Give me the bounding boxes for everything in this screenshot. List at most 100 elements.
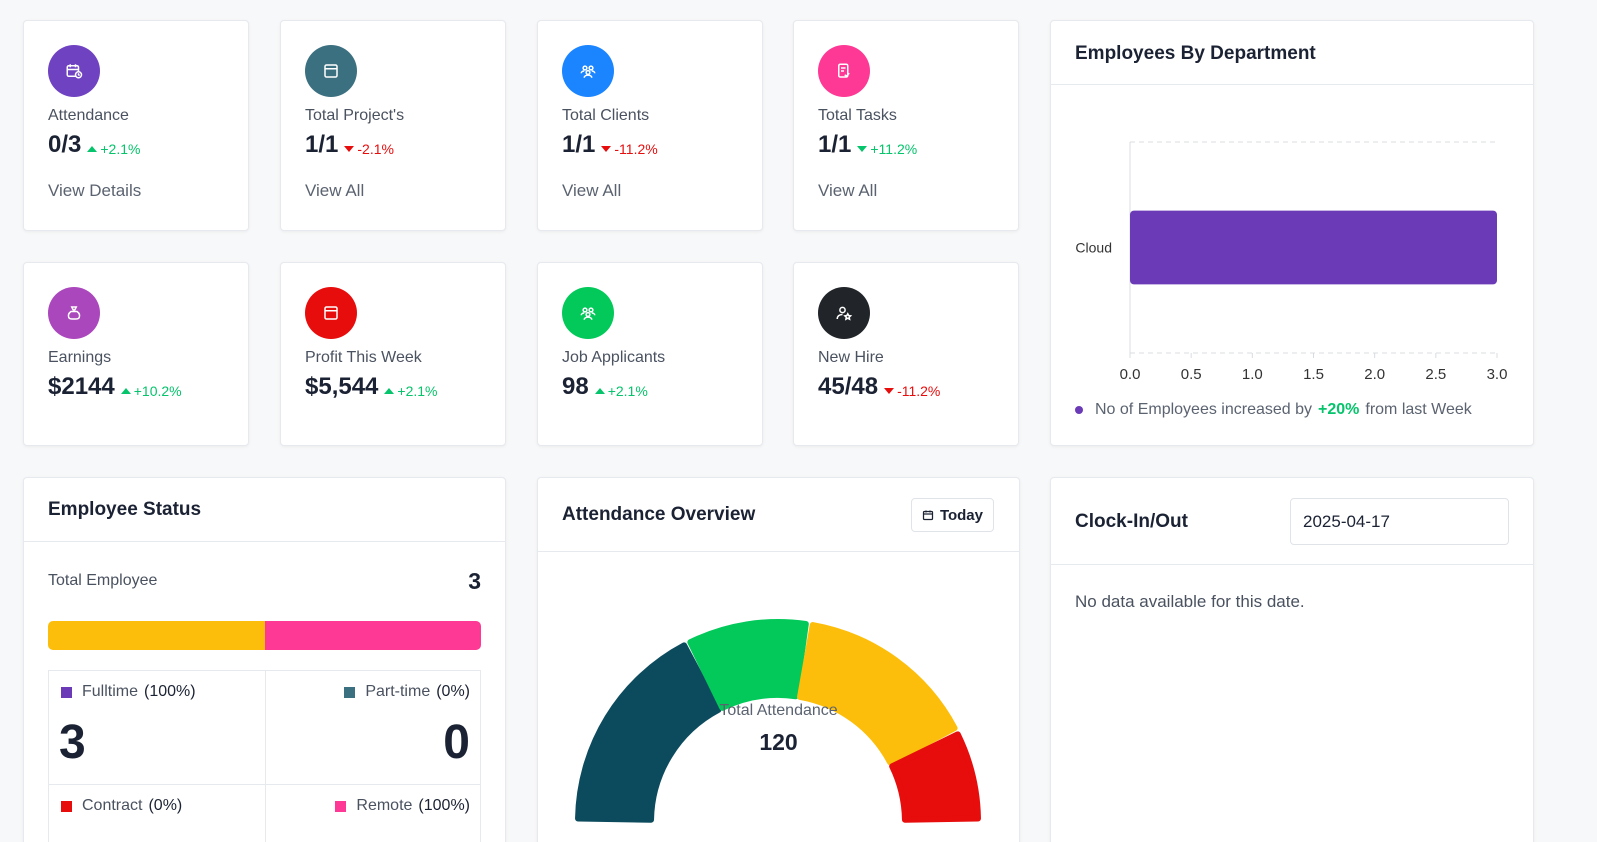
stat-label: Attendance	[48, 107, 129, 124]
window-icon	[305, 45, 357, 97]
tick-label: 2.5	[1425, 366, 1446, 383]
trend-down-icon	[344, 146, 355, 152]
stat-card-earnings: Earnings $2144 +10.2%	[23, 262, 249, 446]
stat-value: 1/1 -11.2%	[562, 131, 658, 158]
gauge-segment	[889, 731, 981, 823]
stat-change: +11.2%	[857, 141, 917, 157]
divider	[1051, 564, 1533, 565]
tick-label: 0.5	[1181, 366, 1202, 383]
stat-card-new-hire: New Hire 45/48 -11.2%	[793, 262, 1019, 446]
tick-label: 0.0	[1120, 366, 1141, 383]
attendance-overview-card: Attendance Overview Today Total Attendan…	[537, 477, 1020, 842]
money-bag-icon	[48, 287, 100, 339]
date-range-button[interactable]: Today	[910, 498, 994, 532]
employee-status-card: Employee Status Total Employee 3 Fulltim…	[23, 477, 506, 842]
panel-title: Employee Status	[48, 499, 202, 520]
department-bar-chart: Cloud 0.0 0.5 1.0 1.5 2.0 2.5 3.0	[1075, 141, 1508, 383]
stat-card-clients: Total Clients 1/1 -11.2% View All	[537, 20, 763, 231]
trend-up-icon	[594, 388, 605, 394]
legend-square-icon	[61, 800, 72, 812]
trend-down-icon	[884, 388, 895, 394]
stat-change: -2.1%	[344, 141, 394, 157]
gauge-segment	[797, 622, 958, 766]
employees-by-department-card: Employees By Department Cloud 0.0 0.5 1.0 1.…	[1050, 20, 1534, 446]
divider	[265, 671, 266, 842]
stat-card-profit: Profit This Week $5,544 +2.1%	[280, 262, 506, 446]
stat-value: 98 +2.1%	[562, 373, 648, 400]
total-employee-label: Total Employee	[48, 572, 158, 589]
stat-change: -11.2%	[884, 383, 940, 399]
category-label: Cloud	[1075, 240, 1112, 256]
stat-value: $5,544 +2.1%	[305, 373, 438, 400]
stat-label: Earnings	[48, 349, 112, 366]
employee-type-grid: Fulltime (100%) 3 Part-time (0%) 0 Contrac…	[48, 670, 481, 842]
gauge-segment	[687, 619, 809, 711]
stat-label: Total Tasks	[818, 107, 897, 124]
trend-up-icon	[120, 388, 131, 394]
clock-in-out-card: Clock-In/Out No data available for this …	[1050, 477, 1534, 842]
type-fulltime: Fulltime (100%)	[61, 683, 196, 701]
divider	[538, 551, 1019, 552]
stat-label: Job Applicants	[562, 349, 666, 366]
stat-label: Total Project's	[305, 107, 405, 124]
stat-change: +10.2%	[120, 383, 182, 399]
user-star-icon	[818, 287, 870, 339]
tick-label: 1.5	[1303, 366, 1324, 383]
users-group-icon	[562, 287, 614, 339]
stat-label: Total Clients	[562, 107, 650, 124]
stat-change: +2.1%	[594, 383, 648, 399]
date-input[interactable]	[1290, 498, 1509, 545]
view-all-link[interactable]: View All	[818, 181, 878, 200]
stat-value: $2144 +10.2%	[48, 373, 182, 400]
empty-state-text: No data available for this date.	[1075, 592, 1305, 611]
view-all-link[interactable]: View All	[562, 181, 622, 200]
stat-value: 1/1 +11.2%	[818, 131, 918, 158]
legend-dot-icon	[1075, 406, 1083, 414]
stat-card-applicants: Job Applicants 98 +2.1%	[537, 262, 763, 446]
stat-value: 0/3 +2.1%	[48, 131, 141, 158]
panel-title: Employees By Department	[1075, 43, 1316, 64]
stat-value: 45/48 -11.2%	[818, 373, 941, 400]
type-parttime-value: 0	[443, 716, 470, 769]
view-details-link[interactable]: View Details	[48, 181, 142, 200]
stat-card-attendance: Attendance 0/3 +2.1% View Details	[23, 20, 249, 231]
attendance-gauge-chart	[575, 619, 981, 823]
type-contract: Contract (0%)	[61, 797, 182, 815]
stat-change: -11.2%	[601, 141, 658, 157]
status-bar-segment	[264, 621, 481, 650]
type-fulltime-value: 3	[59, 716, 86, 769]
divider	[1051, 84, 1533, 85]
stat-change: +2.1%	[87, 141, 140, 157]
stat-card-projects: Total Project's 1/1 -2.1% View All	[280, 20, 506, 231]
tick-label: 2.0	[1364, 366, 1385, 383]
view-all-link[interactable]: View All	[305, 181, 365, 200]
calendar-clock-icon	[48, 45, 100, 97]
status-bar-segment	[48, 621, 265, 650]
type-remote: Remote (100%)	[335, 797, 470, 815]
calendar-icon	[922, 510, 934, 521]
tick-label: 1.0	[1242, 366, 1263, 383]
tick-label: 3.0	[1487, 366, 1508, 383]
trend-down-icon	[857, 146, 868, 152]
trend-up-icon	[87, 146, 98, 152]
employee-status-bar	[48, 621, 481, 650]
legend-square-icon	[344, 686, 356, 698]
stat-card-tasks: Total Tasks 1/1 +11.2% View All	[793, 20, 1019, 231]
total-attendance-label: Total Attendance	[719, 702, 838, 719]
divider	[24, 541, 505, 542]
total-employee-value: 3	[468, 568, 481, 594]
type-parttime: Part-time (0%)	[344, 683, 470, 701]
legend-square-icon	[61, 686, 72, 698]
trend-down-icon	[601, 146, 612, 152]
users-group-icon	[562, 45, 614, 97]
divider	[49, 784, 480, 785]
panel-title: Clock-In/Out	[1075, 511, 1188, 532]
stat-label: New Hire	[818, 349, 884, 366]
window-icon	[305, 287, 357, 339]
trend-up-icon	[384, 388, 395, 394]
panel-title: Attendance Overview	[562, 504, 756, 525]
chart-footer: No of Employees increased by +20% from l…	[1075, 401, 1472, 419]
clipboard-check-icon	[818, 45, 870, 97]
stat-change: +2.1%	[384, 383, 438, 399]
stat-label: Profit This Week	[305, 349, 422, 366]
